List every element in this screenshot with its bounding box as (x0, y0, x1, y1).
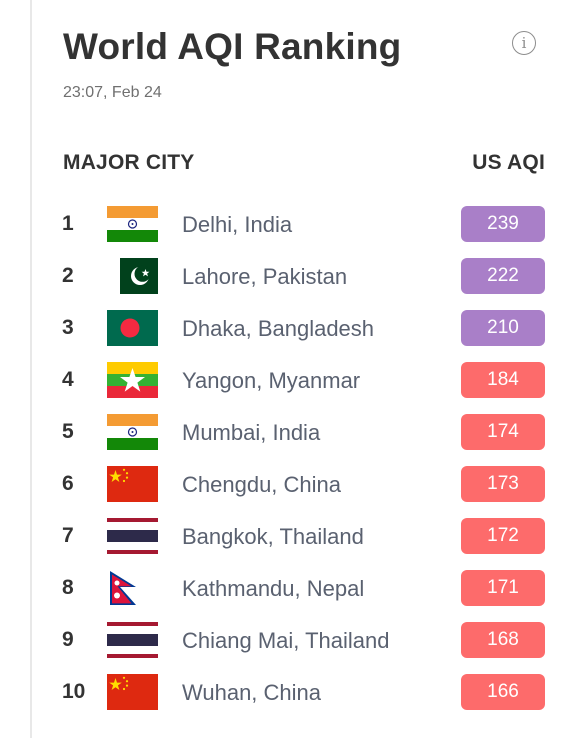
india-flag-icon (107, 414, 158, 450)
ranking-row[interactable]: 3 Dhaka, Bangladesh 210 (32, 302, 573, 354)
left-divider (30, 0, 32, 738)
ranking-row[interactable]: 5 Mumbai, India 174 (32, 406, 573, 458)
aqi-badge: 184 (461, 362, 545, 398)
city-name[interactable]: Dhaka, Bangladesh (182, 316, 375, 341)
city-name[interactable]: Chengdu, China (182, 472, 342, 497)
thailand-flag-icon (107, 518, 158, 554)
city-name[interactable]: Chiang Mai, Thailand (182, 628, 390, 653)
aqi-badge: 166 (461, 674, 545, 710)
thailand-flag-icon (107, 622, 158, 658)
aqi-badge: 173 (461, 466, 545, 502)
aqi-badge: 222 (461, 258, 545, 294)
aqi-badge: 210 (461, 310, 545, 346)
myanmar-flag-icon (107, 362, 158, 398)
aqi-badge: 171 (461, 570, 545, 606)
city-name[interactable]: Wuhan, China (182, 680, 322, 705)
ranking-row[interactable]: 6 Chengdu, China 173 (32, 458, 573, 510)
ranking-row[interactable]: 1 Delhi, India 239 (32, 198, 573, 250)
rank-number: 8 (62, 576, 74, 599)
china-flag-icon (107, 466, 158, 502)
column-header-aqi: US AQI (472, 151, 545, 174)
aqi-badge: 168 (461, 622, 545, 658)
page-title: World AQI Ranking (63, 26, 402, 67)
rank-number: 5 (62, 420, 74, 443)
info-icon[interactable]: i (512, 31, 536, 55)
nepal-flag-icon (107, 570, 158, 606)
rank-number: 3 (62, 316, 74, 339)
timestamp: 23:07, Feb 24 (63, 84, 162, 101)
rank-number: 4 (62, 368, 74, 391)
aqi-badge: 239 (461, 206, 545, 242)
city-name[interactable]: Mumbai, India (182, 420, 321, 445)
rank-number: 2 (62, 264, 74, 287)
rank-number: 1 (62, 212, 74, 235)
ranking-row[interactable]: 10 Wuhan, China 166 (32, 666, 573, 718)
china-flag-icon (107, 674, 158, 710)
ranking-row[interactable]: 7 Bangkok, Thailand 172 (32, 510, 573, 562)
city-name[interactable]: Bangkok, Thailand (182, 524, 364, 549)
ranking-row[interactable]: 2 Lahore, Pakistan 222 (32, 250, 573, 302)
ranking-row[interactable]: 8 Kathmandu, Nepal 171 (32, 562, 573, 614)
rank-number: 6 (62, 472, 74, 495)
ranking-row[interactable]: 4 Yangon, Myanmar 184 (32, 354, 573, 406)
rank-number: 9 (62, 628, 74, 651)
aqi-ranking-card: World AQI Ranking i 23:07, Feb 24 MAJOR … (32, 0, 573, 738)
bangladesh-flag-icon (107, 310, 158, 346)
city-name[interactable]: Delhi, India (182, 212, 293, 237)
pakistan-flag-icon (107, 258, 158, 294)
india-flag-icon (107, 206, 158, 242)
rank-number: 10 (62, 680, 86, 703)
rank-number: 7 (62, 524, 74, 547)
aqi-badge: 174 (461, 414, 545, 450)
city-name[interactable]: Kathmandu, Nepal (182, 576, 365, 601)
column-header-city: MAJOR CITY (63, 151, 195, 174)
aqi-badge: 172 (461, 518, 545, 554)
ranking-list: 1 Delhi, India 239 2 Lahore, Pakistan 222 3 Dha… (32, 198, 573, 718)
city-name[interactable]: Lahore, Pakistan (182, 264, 348, 289)
city-name[interactable]: Yangon, Myanmar (182, 368, 361, 393)
ranking-row[interactable]: 9 Chiang Mai, Thailand 168 (32, 614, 573, 666)
